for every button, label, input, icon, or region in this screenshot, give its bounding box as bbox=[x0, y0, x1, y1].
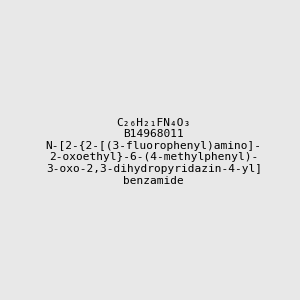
Text: C₂₆H₂₁FN₄O₃
B14968011
N-[2-{2-[(3-fluorophenyl)amino]-
2-oxoethyl}-6-(4-methylph: C₂₆H₂₁FN₄O₃ B14968011 N-[2-{2-[(3-fluoro… bbox=[46, 118, 262, 185]
